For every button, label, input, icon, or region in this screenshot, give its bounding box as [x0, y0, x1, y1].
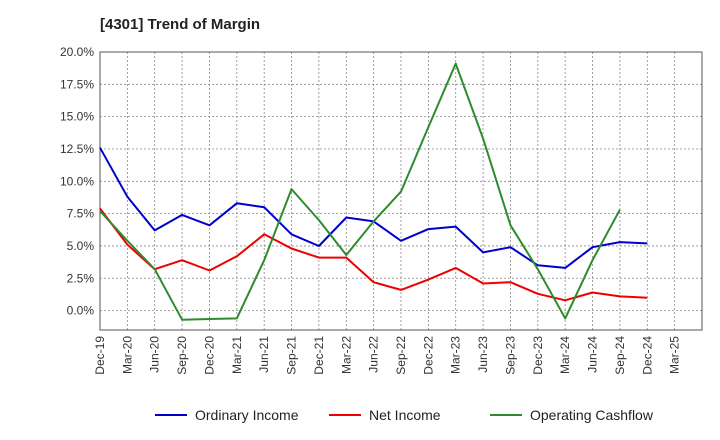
- x-tick-label: Mar-23: [449, 336, 463, 374]
- plot-frame: [99, 51, 703, 331]
- x-tick-label: Dec-24: [640, 336, 654, 375]
- y-axis-ticks: 20.0% 17.5% 15.0% 12.5% 10.0% 7.5% 5.0% 2.5% 0.0…: [60, 45, 94, 318]
- x-tick-label: Sep-20: [175, 336, 189, 375]
- y-tick-label: 15.0%: [60, 110, 94, 124]
- y-tick-label: 2.5%: [67, 271, 95, 285]
- series-line-net-income: [99, 207, 648, 302]
- x-tick-label: Dec-23: [531, 336, 545, 375]
- y-tick-label: 17.5%: [60, 77, 94, 91]
- chart-title: [4301] Trend of Margin: [100, 16, 261, 33]
- x-tick-label: Jun-20: [148, 336, 162, 373]
- x-tick-label: Mar-21: [230, 336, 244, 374]
- legend: Ordinary Income Net Income Operating Cashf…: [155, 407, 654, 423]
- y-tick-label: 20.0%: [60, 45, 94, 59]
- x-tick-label: Sep-22: [394, 336, 408, 375]
- x-tick-label: Mar-22: [339, 336, 353, 374]
- x-tick-label: Sep-21: [285, 336, 299, 375]
- x-tick-label: Jun-21: [257, 336, 271, 373]
- x-tick-label: Dec-19: [93, 336, 107, 375]
- y-tick-label: 12.5%: [60, 142, 94, 156]
- x-tick-label: Dec-21: [312, 336, 326, 375]
- y-tick-label: 7.5%: [67, 207, 95, 221]
- x-tick-label: Mar-24: [558, 336, 572, 374]
- x-tick-label: Jun-23: [476, 336, 490, 373]
- x-tick-label: Sep-23: [503, 336, 517, 375]
- y-tick-label: 5.0%: [67, 239, 95, 253]
- x-tick-label: Mar-25: [668, 336, 682, 374]
- x-tick-label: Dec-20: [202, 336, 216, 375]
- y-tick-label: 10.0%: [60, 174, 94, 188]
- legend-label: Net Income: [369, 407, 441, 423]
- series-line-operating-cashflow: [99, 62, 621, 321]
- legend-label: Operating Cashflow: [530, 407, 654, 423]
- x-tick-label: Sep-24: [613, 336, 627, 375]
- x-axis-ticks: Dec-19 Mar-20 Jun-20 Sep-20 Dec-20 Mar-21 Jun-…: [93, 336, 682, 375]
- x-tick-label: Mar-20: [120, 336, 134, 374]
- x-tick-label: Dec-22: [421, 336, 435, 375]
- legend-label: Ordinary Income: [195, 407, 299, 423]
- x-tick-label: Jun-24: [586, 336, 600, 373]
- x-tick-label: Jun-22: [367, 336, 381, 373]
- y-tick-label: 0.0%: [67, 304, 95, 318]
- series-lines: [99, 62, 648, 321]
